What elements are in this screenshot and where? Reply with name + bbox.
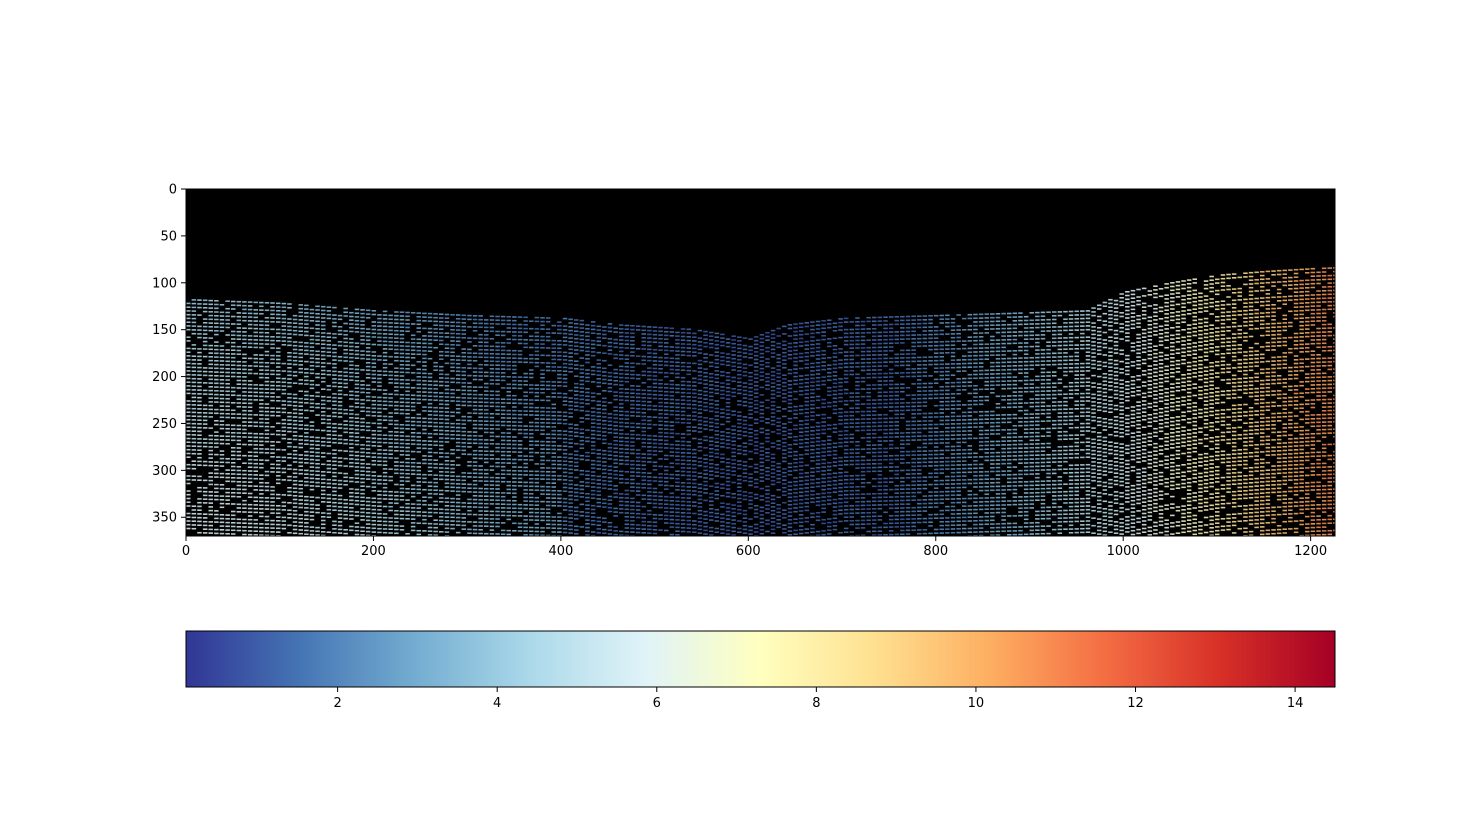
depth-point-cloud — [186, 267, 1335, 536]
depth-map-axes: 0 200 400 600 800 1000 1200 050100150200250300… — [152, 183, 1336, 559]
